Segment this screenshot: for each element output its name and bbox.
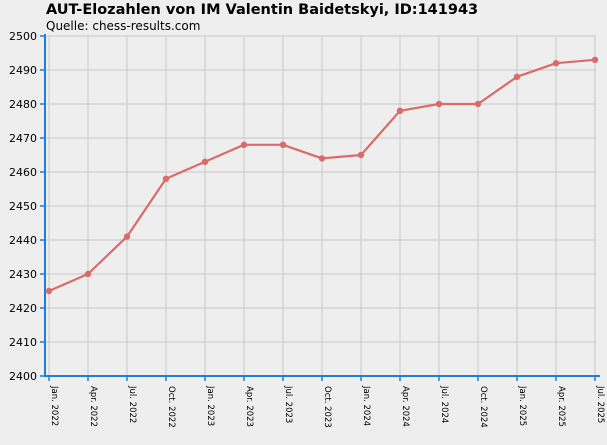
data-point: [396, 107, 404, 115]
y-tick-label: 2440: [9, 234, 37, 247]
x-tick-label: Apr. 2025: [556, 386, 566, 427]
y-tick-label: 2400: [9, 370, 37, 383]
y-tick-label: 2420: [9, 302, 37, 315]
x-tick-label: Jul. 2023: [283, 385, 293, 423]
x-axis-ticks: Jan. 2022 Apr. 2022 Jul. 2022 Oct. 2022 Jan.…: [48, 376, 605, 428]
x-tick-label: Jan. 2025: [517, 385, 527, 426]
y-tick-label: 2460: [9, 166, 37, 179]
y-tick-label: 2450: [9, 200, 37, 213]
chart-title: AUT-Elozahlen von IM Valentin Baidetskyi…: [46, 2, 479, 18]
data-point: [591, 56, 599, 63]
x-tick-label: Jul. 2022: [127, 385, 137, 423]
chart-subtitle: Quelle: chess-results.com: [46, 19, 201, 33]
data-point: [513, 73, 521, 81]
x-tick-label: Jul. 2024: [439, 385, 449, 423]
data-point: [318, 155, 326, 162]
x-tick-label: Jan. 2023: [205, 385, 215, 426]
x-tick-label: Apr. 2022: [88, 386, 98, 427]
x-tick-label: Jan. 2024: [361, 385, 371, 426]
x-tick-label: Jan. 2022: [49, 385, 59, 426]
data-point: [45, 287, 53, 295]
y-tick-label: 2470: [9, 132, 37, 145]
data-point: [435, 100, 443, 108]
data-point: [474, 100, 482, 108]
x-tick-label: Oct. 2024: [478, 386, 488, 428]
data-point: [240, 141, 248, 148]
x-tick-label: Apr. 2024: [400, 386, 410, 427]
y-tick-label: 2430: [9, 268, 37, 281]
data-point: [279, 141, 287, 148]
y-tick-label: 2410: [9, 336, 37, 349]
series-elo: [45, 56, 599, 295]
data-point: [162, 175, 170, 182]
y-tick-label: 2480: [9, 98, 37, 111]
grid-lines: [45, 35, 596, 377]
y-tick-label: 2500: [9, 30, 37, 43]
y-axis-ticks: 2400 2410 2420 2430 2440 2450 2460 2470 2480 2490…: [9, 30, 45, 383]
x-tick-label: Oct. 2023: [322, 386, 332, 428]
x-tick-label: Oct. 2022: [166, 386, 176, 428]
data-point: [123, 233, 131, 240]
data-point: [201, 158, 209, 165]
data-point: [84, 270, 92, 278]
y-tick-label: 2490: [9, 64, 37, 77]
x-tick-label: Jul. 2025: [595, 385, 605, 423]
data-point: [552, 60, 560, 67]
data-point: [357, 151, 365, 159]
x-tick-label: Apr. 2023: [244, 386, 254, 427]
